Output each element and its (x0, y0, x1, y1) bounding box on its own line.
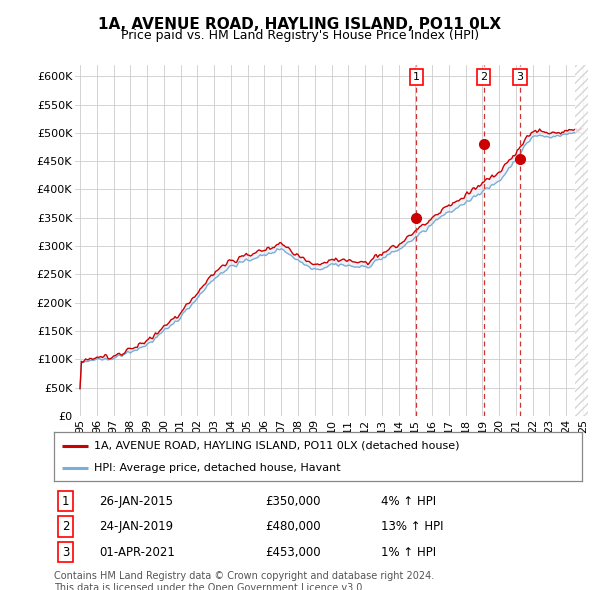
Text: 24-JAN-2019: 24-JAN-2019 (99, 520, 173, 533)
Text: HPI: Average price, detached house, Havant: HPI: Average price, detached house, Hava… (94, 463, 340, 473)
Text: 2: 2 (480, 73, 487, 83)
Text: 26-JAN-2015: 26-JAN-2015 (99, 494, 173, 507)
Text: 2: 2 (62, 520, 70, 533)
Text: 3: 3 (62, 546, 70, 559)
Text: 3: 3 (517, 73, 524, 83)
Text: £453,000: £453,000 (265, 546, 321, 559)
Text: Price paid vs. HM Land Registry's House Price Index (HPI): Price paid vs. HM Land Registry's House … (121, 30, 479, 42)
Text: £350,000: £350,000 (265, 494, 321, 507)
Text: £480,000: £480,000 (265, 520, 321, 533)
Text: 4% ↑ HPI: 4% ↑ HPI (382, 494, 436, 507)
Text: 1A, AVENUE ROAD, HAYLING ISLAND, PO11 0LX: 1A, AVENUE ROAD, HAYLING ISLAND, PO11 0L… (98, 17, 502, 31)
Bar (575, 65, 588, 416)
Text: 1: 1 (62, 494, 70, 507)
Text: 13% ↑ HPI: 13% ↑ HPI (382, 520, 444, 533)
Text: 1% ↑ HPI: 1% ↑ HPI (382, 546, 436, 559)
Text: 1: 1 (413, 73, 420, 83)
Text: 1A, AVENUE ROAD, HAYLING ISLAND, PO11 0LX (detached house): 1A, AVENUE ROAD, HAYLING ISLAND, PO11 0L… (94, 441, 459, 451)
Text: Contains HM Land Registry data © Crown copyright and database right 2024.
This d: Contains HM Land Registry data © Crown c… (54, 571, 434, 590)
Text: 01-APR-2021: 01-APR-2021 (99, 546, 175, 559)
